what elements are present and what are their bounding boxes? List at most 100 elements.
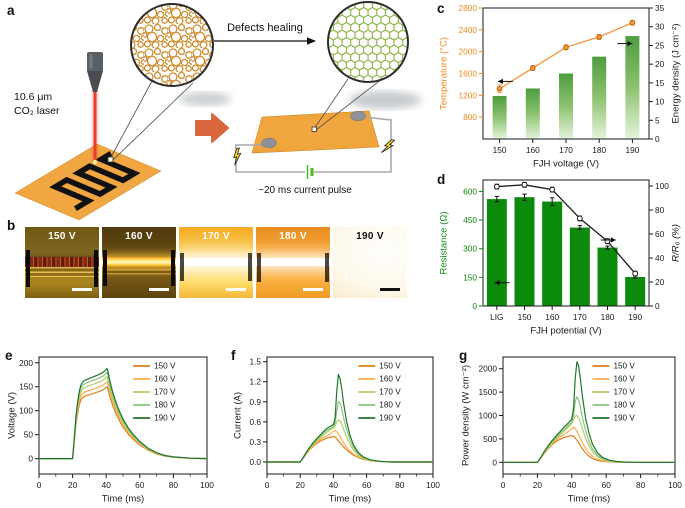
svg-text:1200: 1200 [459, 90, 478, 100]
micrograph-strip: 150 V 160 V 170 V 180 V 190 V [25, 227, 407, 298]
svg-text:50: 50 [24, 430, 34, 440]
micrograph-170V: 170 V [179, 227, 253, 298]
svg-text:60: 60 [602, 480, 612, 490]
svg-text:190 V: 190 V [379, 414, 401, 423]
electrode-bar [248, 252, 252, 281]
series-line-190V [267, 373, 433, 463]
svg-text:2400: 2400 [459, 25, 478, 35]
electrode-bar [180, 252, 184, 281]
defects-healing-label: Defects healing [227, 22, 303, 34]
chart-svg-f: 0.0 0.3 0.6 0.9 1.2 1.5 0 20 40 60 80 100 Time (ms) C… [233, 356, 440, 505]
svg-text:160: 160 [526, 145, 540, 155]
svg-text:170 V: 170 V [379, 388, 401, 397]
data-point [563, 44, 569, 51]
bar [492, 95, 507, 139]
svg-text:80: 80 [636, 480, 646, 490]
svg-text:100: 100 [668, 480, 682, 490]
healing-arrowhead [307, 37, 316, 45]
svg-text:FJH voltage (V): FJH voltage (V) [533, 159, 599, 170]
svg-text:40: 40 [102, 480, 112, 490]
bar [542, 201, 563, 306]
micrograph-160V: 160 V [102, 227, 176, 298]
svg-text:Time (ms): Time (ms) [102, 494, 144, 505]
inset-ordered-lattice [327, 1, 409, 83]
bar [514, 197, 535, 306]
svg-text:500: 500 [483, 434, 497, 444]
voltage-label: 150 V [48, 231, 76, 242]
shadow [349, 91, 421, 109]
svg-text:180 V: 180 V [379, 401, 401, 410]
svg-text:25: 25 [655, 40, 665, 50]
callout-target [107, 156, 114, 163]
lightning-icon [229, 147, 245, 166]
svg-text:0: 0 [28, 454, 33, 464]
bar [486, 199, 507, 306]
svg-text:300: 300 [463, 244, 477, 254]
lig-serpentine-pattern [42, 154, 144, 209]
svg-text:160 V: 160 V [613, 375, 635, 384]
svg-text:450: 450 [463, 215, 477, 225]
svg-text:Voltage (V): Voltage (V) [7, 392, 18, 439]
bar [569, 227, 590, 306]
series-line-190V [503, 361, 675, 463]
svg-text:20: 20 [655, 277, 665, 287]
micrograph-150V: 150 V [25, 227, 99, 298]
svg-text:60: 60 [362, 480, 372, 490]
svg-text:80: 80 [655, 205, 665, 215]
electrode [350, 110, 366, 122]
bar [525, 88, 540, 139]
svg-text:150: 150 [493, 145, 507, 155]
scale-bar [380, 287, 400, 291]
data-point [521, 181, 528, 188]
panel-label-d: d [437, 172, 446, 187]
electrode-bar [325, 252, 329, 283]
svg-text:190: 190 [628, 312, 642, 322]
svg-text:0.0: 0.0 [249, 457, 261, 467]
series-line [496, 184, 636, 275]
callout-line [313, 78, 349, 130]
svg-text:0: 0 [37, 480, 42, 490]
svg-text:FJH potential (V): FJH potential (V) [530, 326, 601, 337]
svg-text:150 V: 150 V [154, 362, 176, 371]
svg-text:60: 60 [135, 480, 145, 490]
glowing-serpentine [0, 0, 430, 224]
svg-text:Current (A): Current (A) [233, 392, 244, 439]
data-point [629, 19, 636, 26]
glow-strip [256, 257, 330, 267]
svg-text:600: 600 [463, 186, 477, 196]
svg-text:200: 200 [19, 358, 33, 368]
bar [625, 276, 646, 306]
svg-text:190: 190 [625, 145, 639, 155]
svg-text:35: 35 [655, 3, 665, 13]
callout-line [109, 80, 153, 160]
svg-text:1000: 1000 [479, 411, 498, 421]
svg-text:1500: 1500 [479, 387, 498, 397]
svg-text:170 V: 170 V [613, 388, 635, 397]
series-line-180V [39, 371, 208, 460]
schematic-panel: 10.6 μm CO₂ laser Defects healing [0, 0, 430, 224]
svg-text:180: 180 [592, 145, 606, 155]
svg-text:0: 0 [472, 301, 477, 311]
svg-text:10: 10 [655, 97, 665, 107]
svg-text:170: 170 [559, 145, 573, 155]
current-pulse-label: ~20 ms current pulse [258, 185, 352, 196]
svg-text:160 V: 160 V [154, 375, 176, 384]
svg-text:150: 150 [463, 272, 477, 282]
scale-bar [303, 287, 323, 291]
svg-text:2800: 2800 [459, 3, 478, 13]
svg-text:20: 20 [296, 480, 306, 490]
svg-text:0: 0 [492, 457, 497, 467]
chart-svg-g: 0 500 1000 1500 2000 0 20 40 60 80 100 Time (ms) Pow… [461, 356, 682, 505]
svg-text:180 V: 180 V [154, 401, 176, 410]
series-line-160V [39, 381, 208, 460]
shadow [179, 92, 231, 106]
svg-text:160 V: 160 V [379, 375, 401, 384]
data-point [549, 186, 556, 193]
svg-text:2000: 2000 [479, 364, 498, 374]
series-line-170V [503, 414, 675, 463]
svg-text:190 V: 190 V [154, 414, 176, 423]
chart-svg-d: 0 150 300 450 600 0 20 40 60 80 100 LIG 150 160 170 180… [439, 179, 682, 337]
svg-text:170 V: 170 V [154, 388, 176, 397]
chart-svg-e: 0 50 100 150 200 0 20 40 60 80 100 Time (ms) Voltage… [7, 356, 214, 505]
svg-text:100: 100 [19, 406, 33, 416]
